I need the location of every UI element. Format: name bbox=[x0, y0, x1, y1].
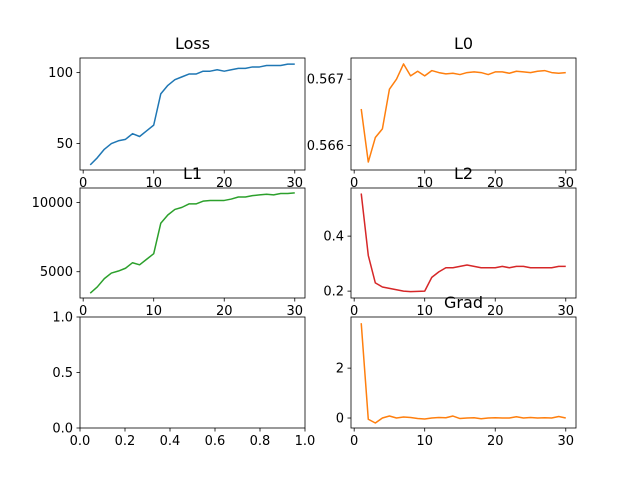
x-tick-label: 0.0 bbox=[70, 434, 91, 449]
x-tick-label: 0 bbox=[350, 434, 358, 449]
x-tick-label: 20 bbox=[487, 434, 504, 449]
x-tick-label: 20 bbox=[487, 304, 504, 319]
x-tick-label: 10 bbox=[145, 304, 162, 319]
chart-title: L0 bbox=[454, 34, 473, 53]
x-tick-label: 10 bbox=[416, 434, 433, 449]
y-tick-label: 100 bbox=[48, 66, 73, 81]
y-tick-label: 0.4 bbox=[323, 230, 344, 245]
y-tick-label: 0.567 bbox=[307, 73, 344, 88]
axes-frame-2 bbox=[79, 187, 306, 299]
x-tick-label: 0.6 bbox=[205, 434, 226, 449]
y-tick-label: 0.2 bbox=[323, 285, 344, 300]
axes-frame-5 bbox=[350, 316, 577, 429]
y-tick-label: 10000 bbox=[32, 196, 73, 211]
x-tick-label: 30 bbox=[557, 434, 574, 449]
x-tick-label: 0.4 bbox=[160, 434, 181, 449]
x-tick-label: 1.0 bbox=[295, 434, 316, 449]
chart-title: Grad bbox=[444, 293, 483, 312]
series-line-2 bbox=[89, 192, 295, 294]
series-line-3 bbox=[360, 193, 566, 293]
y-tick-label: 0.5 bbox=[52, 366, 73, 381]
x-tick-label: 30 bbox=[557, 176, 574, 191]
chart-title: L2 bbox=[454, 164, 473, 183]
x-tick-label: 0 bbox=[79, 304, 87, 319]
x-tick-label: 10 bbox=[416, 304, 433, 319]
y-tick-label: 1.0 bbox=[52, 311, 73, 326]
x-tick-label: 10 bbox=[145, 176, 162, 191]
x-tick-label: 30 bbox=[557, 304, 574, 319]
y-tick-label: 50 bbox=[56, 137, 73, 152]
axes-frame-0 bbox=[79, 57, 306, 171]
series-line-0 bbox=[89, 63, 295, 166]
x-tick-label: 0.2 bbox=[115, 434, 136, 449]
series-line-5 bbox=[360, 323, 566, 424]
axes-frame-4 bbox=[79, 316, 306, 429]
y-tick-label: 0.566 bbox=[307, 139, 344, 154]
x-tick-label: 0.8 bbox=[250, 434, 271, 449]
y-tick-label: 5000 bbox=[40, 265, 73, 280]
axes-frame-3 bbox=[350, 187, 577, 299]
x-tick-label: 0 bbox=[350, 304, 358, 319]
y-tick-label: 0.0 bbox=[52, 422, 73, 437]
x-tick-label: 20 bbox=[487, 176, 504, 191]
x-tick-label: 20 bbox=[216, 304, 233, 319]
y-tick-label: 2 bbox=[336, 362, 344, 377]
series-line-1 bbox=[360, 63, 566, 163]
x-tick-label: 30 bbox=[286, 176, 303, 191]
chart-title: L1 bbox=[183, 164, 202, 183]
x-tick-label: 0 bbox=[350, 176, 358, 191]
x-tick-label: 30 bbox=[286, 304, 303, 319]
axes-frame-1 bbox=[350, 57, 577, 171]
chart-title: Loss bbox=[175, 34, 210, 53]
x-tick-label: 0 bbox=[79, 176, 87, 191]
x-tick-label: 20 bbox=[216, 176, 233, 191]
x-tick-label: 10 bbox=[416, 176, 433, 191]
y-tick-label: 0 bbox=[336, 412, 344, 427]
